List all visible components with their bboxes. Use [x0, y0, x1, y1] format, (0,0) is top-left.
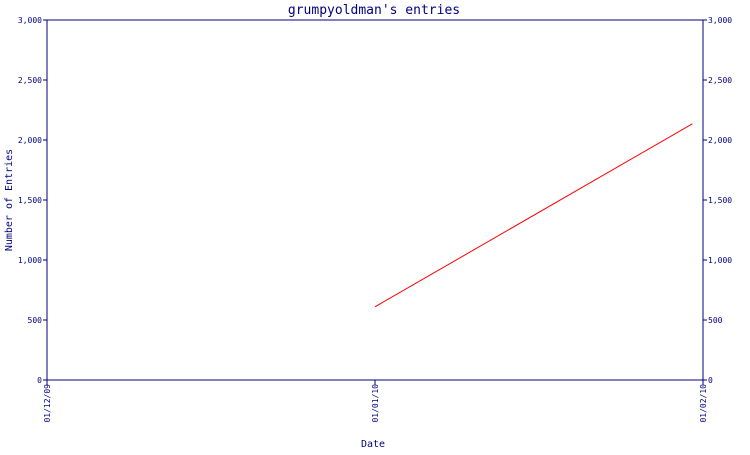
y-tick-label-left: 2,500: [18, 76, 42, 85]
x-tick-label: 01/12/09: [43, 384, 52, 423]
y-tick-label-right: 3,000: [708, 16, 732, 25]
x-axis-title: Date: [361, 439, 385, 450]
y-tick-label-left: 1,000: [18, 256, 42, 265]
y-tick-label-right: 1,500: [708, 196, 732, 205]
y-tick-label-right: 0: [708, 376, 713, 385]
y-tick-label-right: 2,000: [708, 136, 732, 145]
x-tick-label: 01/02/10: [699, 384, 708, 423]
y-tick-label-right: 1,000: [708, 256, 732, 265]
y-tick-label-left: 2,000: [18, 136, 42, 145]
chart-title: grumpyoldman's entries: [288, 3, 460, 18]
y-tick-label-left: 500: [28, 316, 43, 325]
y-axis-title: Number of Entries: [4, 149, 15, 251]
y-tick-label-left: 3,000: [18, 16, 42, 25]
y-tick-label-right: 500: [708, 316, 723, 325]
y-tick-label-left: 1,500: [18, 196, 42, 205]
y-tick-label-right: 2,500: [708, 76, 732, 85]
y-tick-label-left: 0: [37, 376, 42, 385]
axes-group: 0 0 500 500 1,000 1,000 1,500 1,500 2,000 2,000 2,…: [18, 16, 732, 423]
plot-group: [374, 123, 693, 308]
x-tick-label: 01/01/10: [371, 384, 380, 423]
series-line-segment: [374, 123, 693, 308]
